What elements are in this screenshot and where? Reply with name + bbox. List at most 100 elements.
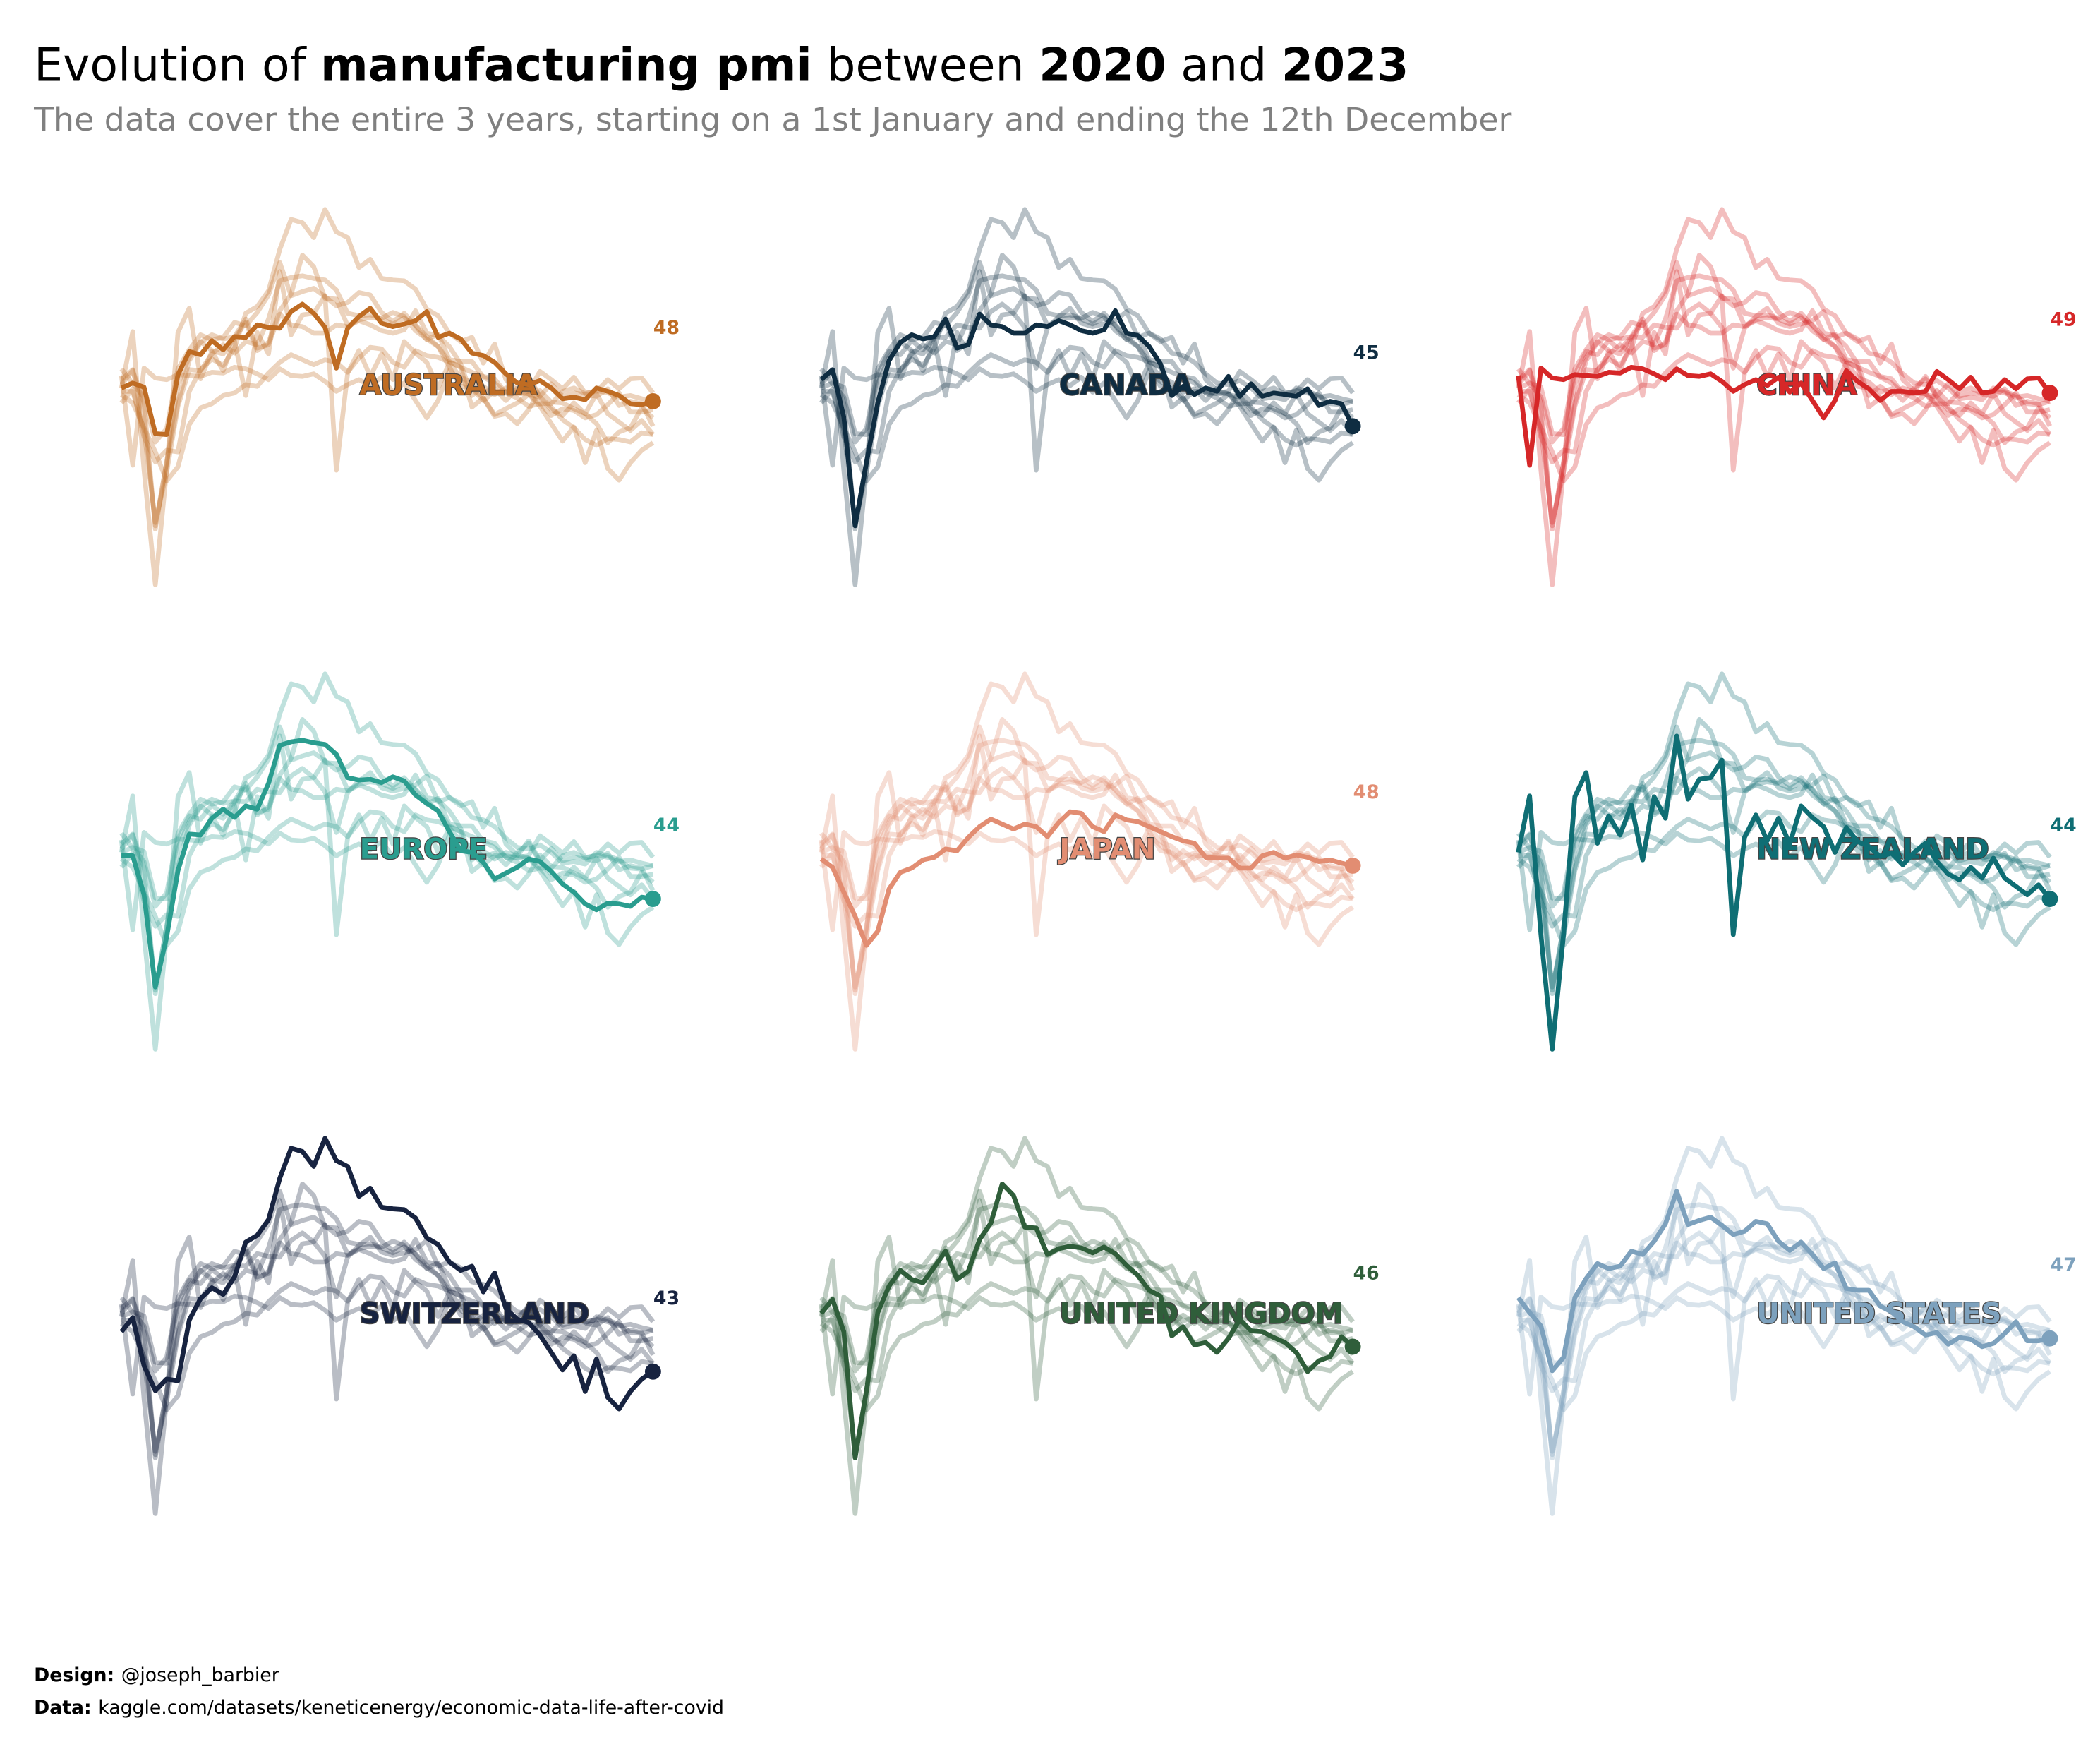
background-line bbox=[819, 260, 1353, 445]
background-line bbox=[1516, 1198, 2052, 1516]
highlight-line bbox=[1516, 1189, 2051, 1374]
background-line bbox=[1516, 308, 2052, 529]
highlight-line bbox=[819, 308, 1356, 529]
background-line bbox=[121, 273, 653, 525]
end-point bbox=[1344, 858, 1361, 874]
background-line bbox=[119, 269, 656, 587]
title-part: Evolution of bbox=[34, 39, 320, 92]
end-value-label: 49 bbox=[2051, 308, 2077, 330]
background-line bbox=[119, 308, 656, 529]
background-line bbox=[819, 671, 1354, 947]
background-line bbox=[1516, 1293, 2052, 1397]
background-line bbox=[1516, 269, 2052, 587]
title-part: and bbox=[1166, 39, 1281, 92]
title-part: 2023 bbox=[1281, 39, 1408, 92]
background-line bbox=[819, 1136, 1354, 1412]
background-line bbox=[819, 733, 1355, 1052]
end-value-label: 48 bbox=[1353, 781, 1380, 803]
background-line bbox=[820, 1230, 1354, 1366]
country-label: NEW ZEALAND bbox=[1756, 834, 1989, 866]
end-value-label: 44 bbox=[653, 815, 680, 836]
title-part: 2020 bbox=[1039, 39, 1166, 92]
background-line bbox=[119, 1237, 656, 1458]
end-value-label: 46 bbox=[1353, 1263, 1380, 1285]
background-line bbox=[820, 301, 1354, 437]
background-line bbox=[119, 207, 655, 483]
background-line bbox=[120, 1230, 654, 1366]
background-line bbox=[1517, 1230, 2051, 1366]
background-line bbox=[819, 829, 1355, 932]
background-line bbox=[1516, 1273, 2051, 1412]
end-point bbox=[644, 891, 661, 907]
background-line bbox=[119, 1198, 656, 1516]
background-line bbox=[1516, 1237, 2052, 1458]
background-line bbox=[821, 1202, 1353, 1454]
credit-line: Design: @joseph_barbier bbox=[34, 1664, 279, 1686]
background-line bbox=[119, 1181, 655, 1460]
panel: AUSTRALIA 48 bbox=[119, 207, 680, 587]
credit-line: Data: kaggle.com/datasets/keneticenergy/e… bbox=[34, 1697, 724, 1719]
end-point bbox=[2041, 1330, 2058, 1347]
highlight-line bbox=[120, 301, 654, 437]
background-line bbox=[120, 766, 654, 901]
background-line bbox=[119, 364, 656, 468]
background-line bbox=[119, 260, 654, 445]
country-label: AUSTRALIA bbox=[360, 369, 538, 402]
background-line bbox=[821, 273, 1353, 525]
background-line bbox=[119, 253, 655, 532]
background-line bbox=[1516, 809, 2051, 948]
highlight-line bbox=[819, 809, 1353, 948]
end-point bbox=[2041, 385, 2058, 402]
background-line bbox=[819, 724, 1353, 909]
background-line bbox=[820, 766, 1354, 901]
background-line bbox=[1516, 724, 2051, 909]
background-line bbox=[819, 1273, 1353, 1412]
credits: Design: @joseph_barbier Data: kaggle.com/da… bbox=[34, 1664, 724, 1719]
country-label: UNITED KINGDOM bbox=[1059, 1298, 1343, 1330]
panel: NEW ZEALAND 44 bbox=[1516, 671, 2077, 1052]
background-line bbox=[1517, 766, 2051, 901]
background-line bbox=[819, 269, 1355, 587]
background-line bbox=[120, 344, 654, 483]
panel: UNITED KINGDOM 46 bbox=[819, 1136, 1380, 1516]
background-line bbox=[121, 1202, 653, 1454]
background-line bbox=[819, 1189, 1353, 1374]
background-line bbox=[819, 207, 1354, 483]
end-point bbox=[1344, 1338, 1361, 1355]
credit-text: @joseph_barbier bbox=[121, 1664, 279, 1686]
background-line bbox=[1516, 1136, 2051, 1412]
end-value-label: 45 bbox=[1353, 342, 1380, 364]
background-line bbox=[819, 1198, 1355, 1516]
highlight-line bbox=[819, 1181, 1355, 1460]
background-line bbox=[819, 717, 1355, 996]
background-line bbox=[1516, 253, 2052, 532]
end-value-label: 48 bbox=[653, 317, 680, 339]
background-line bbox=[119, 829, 656, 932]
end-value-label: 47 bbox=[2051, 1254, 2077, 1276]
background-line bbox=[1516, 260, 2051, 445]
background-line bbox=[819, 364, 1355, 468]
background-line bbox=[1516, 717, 2052, 996]
background-line bbox=[1516, 829, 2052, 932]
credit-text: kaggle.com/datasets/keneticenergy/econom… bbox=[98, 1697, 724, 1719]
background-line bbox=[819, 253, 1355, 532]
background-line bbox=[120, 1273, 654, 1412]
background-line bbox=[1516, 772, 2052, 993]
background-line bbox=[819, 772, 1356, 993]
background-line bbox=[1516, 1181, 2052, 1460]
end-value-label: 43 bbox=[653, 1287, 680, 1309]
title-part: between bbox=[812, 39, 1039, 92]
highlight-line bbox=[1516, 733, 2052, 1052]
chart-subtitle: The data cover the entire 3 years, start… bbox=[33, 101, 1511, 138]
background-line bbox=[119, 1189, 654, 1374]
background-line bbox=[821, 738, 1353, 990]
title-part: manufacturing pmi bbox=[320, 39, 812, 92]
highlight-line bbox=[119, 1136, 655, 1412]
background-line bbox=[119, 717, 655, 996]
